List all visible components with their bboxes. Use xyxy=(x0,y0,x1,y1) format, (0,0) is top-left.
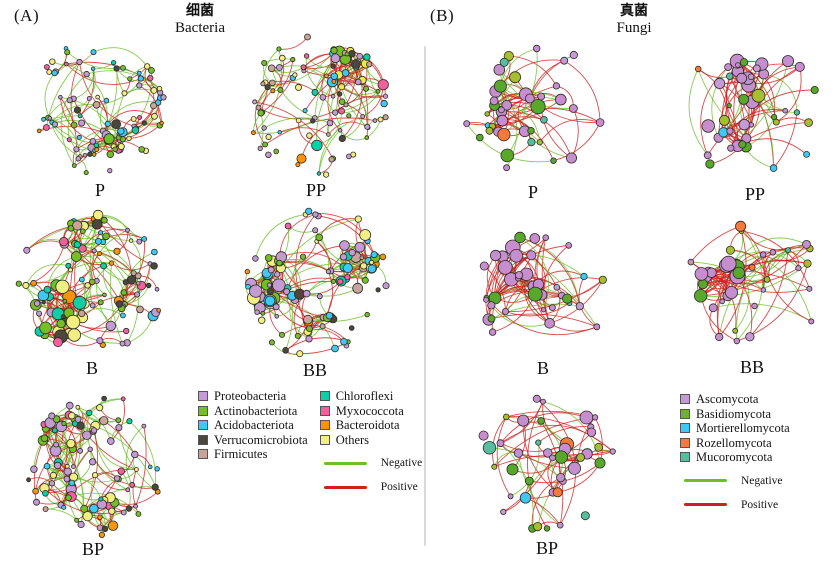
edge-legend-label: Positive xyxy=(741,498,779,511)
bacteria-title-en: Bacteria xyxy=(175,20,225,36)
legend-item-mucoromycota: Mucoromycota xyxy=(680,450,790,465)
panel-divider xyxy=(424,46,426,546)
edge-legend-item-positive: Positive xyxy=(680,499,790,511)
edge-legend-item-negative: Negative xyxy=(320,457,426,469)
legend-label: Firmicutes xyxy=(214,447,268,462)
legend-label: Bacteroidota xyxy=(335,418,400,433)
legend-item-verrucomicrobiota: Verrucomicrobiota xyxy=(198,432,308,447)
legend-swatch xyxy=(680,408,690,419)
legend-item-actinobacteriota: Actinobacteriota xyxy=(198,403,308,418)
positive-line-swatch xyxy=(323,485,367,489)
legend-item-myxococcota: Myxococcota xyxy=(319,403,426,418)
legend-label: Others xyxy=(335,432,370,447)
network-plot-A-P xyxy=(36,46,167,176)
network-label-B-BB: BB xyxy=(739,357,764,377)
legend-item-acidobacteriota: Acidobacteriota xyxy=(198,418,308,433)
panel-b-label: (B) xyxy=(430,6,455,25)
network-plot-A-BB xyxy=(244,207,390,358)
legend-label: Rozellomycota xyxy=(696,435,772,450)
network-plot-B-BB xyxy=(687,220,815,345)
panel-a-label: (A) xyxy=(14,6,40,25)
edge-legend: Negative Positive xyxy=(320,457,426,493)
legend-item-basidiomycota: Basidiomycota xyxy=(680,406,790,421)
network-plot-A-BP xyxy=(26,395,161,539)
edge-legend: Negative Positive xyxy=(680,475,790,511)
legend-swatch xyxy=(680,452,690,463)
legend-label: Acidobacteriota xyxy=(214,418,294,433)
network-label-B-PP: PP xyxy=(744,184,766,204)
network-label-A-P: P xyxy=(94,180,105,200)
legend-swatch xyxy=(680,423,690,434)
bacteria-title: 细菌 Bacteria xyxy=(115,3,285,37)
legend-swatch xyxy=(319,434,330,445)
network-plot-B-BP xyxy=(478,394,616,533)
legend-label: Chloroflexi xyxy=(335,389,394,404)
fungi-title-en: Fungi xyxy=(616,20,652,36)
legend-swatch xyxy=(319,405,330,416)
legend-label: Mucoromycota xyxy=(696,450,773,465)
network-plot-A-PP xyxy=(251,33,389,178)
edge-legend-item-positive: Positive xyxy=(320,481,426,493)
network-label-A-B: B xyxy=(85,358,98,378)
legend-label: Actinobacteriota xyxy=(214,403,298,418)
legend-swatch xyxy=(198,391,208,402)
network-label-B-P: P xyxy=(527,182,538,202)
edge-legend-item-negative: Negative xyxy=(680,475,790,487)
legend-label: Verrucomicrobiota xyxy=(214,432,308,447)
legend-item-proteobacteria: Proteobacteria xyxy=(198,389,308,404)
legend-swatch xyxy=(198,420,208,431)
fungi-legend: Ascomycota Basidiomycota Mortierellomycota… xyxy=(680,392,790,511)
edge-legend-label: Positive xyxy=(380,481,418,493)
legend-column: Chloroflexi Myxococcota Bacteroidota Others… xyxy=(319,389,426,493)
network-plot-B-PP xyxy=(688,53,819,172)
bacteria-title-zh: 细菌 xyxy=(186,3,214,19)
network-label-A-PP: PP xyxy=(305,180,327,200)
legend-label: Basidiomycota xyxy=(696,406,771,421)
network-plot-A-B xyxy=(15,209,161,349)
legend-item-rozellomycota: Rozellomycota xyxy=(680,435,790,450)
legend-item-bacteroidota: Bacteroidota xyxy=(319,418,426,433)
legend-swatch xyxy=(198,449,208,460)
legend-swatch xyxy=(198,405,208,416)
legend-item-chloroflexi: Chloroflexi xyxy=(319,389,426,404)
fungi-title: 真菌 Fungi xyxy=(549,3,719,37)
legend-label: Myxococcota xyxy=(335,403,404,418)
network-label-A-BB: BB xyxy=(302,360,327,380)
fungi-title-zh: 真菌 xyxy=(620,3,648,19)
legend-item-others: Others xyxy=(319,432,426,447)
legend-swatch xyxy=(680,394,690,405)
network-plot-B-B xyxy=(479,231,607,336)
edge-legend-label: Negative xyxy=(380,457,423,469)
legend-swatch xyxy=(319,420,330,431)
network-label-B-B: B xyxy=(536,358,549,378)
network-label-B-BP: BP xyxy=(535,538,559,558)
network-label-A-BP: BP xyxy=(81,539,105,559)
edge-legend-label: Negative xyxy=(741,474,783,487)
legend-swatch xyxy=(319,391,330,402)
legend-column: Proteobacteria Actinobacteriota Acidobacte… xyxy=(198,389,308,493)
legend-column: Ascomycota Basidiomycota Mortierellomycota… xyxy=(680,392,790,511)
legend-item-ascomycota: Ascomycota xyxy=(680,392,790,407)
legend-swatch xyxy=(680,437,690,448)
legend-item-mortierellomycota: Mortierellomycota xyxy=(680,421,790,436)
negative-line-swatch xyxy=(684,479,727,482)
bacteria-legend: Proteobacteria Actinobacteriota Acidobacte… xyxy=(198,389,426,493)
legend-swatch xyxy=(198,434,208,445)
legend-item-firmicutes: Firmicutes xyxy=(198,447,308,462)
legend-label: Ascomycota xyxy=(696,392,759,407)
legend-label: Proteobacteria xyxy=(214,389,287,404)
network-plot-B-P xyxy=(463,44,605,172)
positive-line-swatch xyxy=(684,503,727,506)
negative-line-swatch xyxy=(323,461,367,465)
legend-label: Mortierellomycota xyxy=(696,421,790,436)
